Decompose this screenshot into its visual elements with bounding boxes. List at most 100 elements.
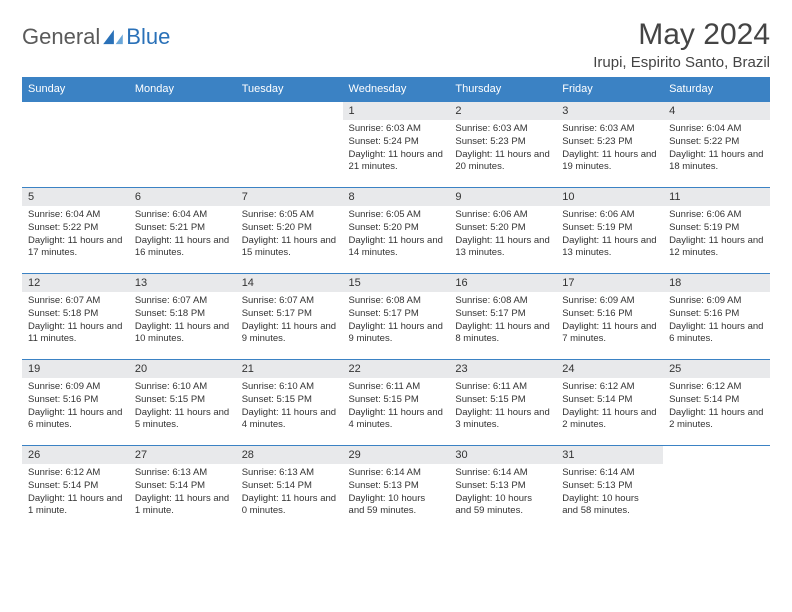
sunset-line: Sunset: 5:13 PM (455, 480, 550, 493)
day-number: 4 (663, 102, 770, 120)
day-number: 31 (556, 446, 663, 464)
sunrise-line: Sunrise: 6:11 AM (349, 381, 444, 394)
day-body: Sunrise: 6:13 AMSunset: 5:14 PMDaylight:… (129, 464, 236, 524)
day-number: 18 (663, 274, 770, 292)
sunset-line: Sunset: 5:19 PM (562, 222, 657, 235)
sunset-line: Sunset: 5:15 PM (455, 394, 550, 407)
sunset-line: Sunset: 5:16 PM (562, 308, 657, 321)
header: General Blue May 2024 Irupi, Espirito Sa… (22, 18, 770, 71)
brand-logo: General Blue (22, 24, 170, 50)
day-body: Sunrise: 6:13 AMSunset: 5:14 PMDaylight:… (236, 464, 343, 524)
brand-text-2: Blue (126, 24, 170, 50)
sunrise-line: Sunrise: 6:08 AM (455, 295, 550, 308)
calendar-day-cell: 5Sunrise: 6:04 AMSunset: 5:22 PMDaylight… (22, 188, 129, 274)
sunset-line: Sunset: 5:17 PM (242, 308, 337, 321)
calendar-day-cell: 6Sunrise: 6:04 AMSunset: 5:21 PMDaylight… (129, 188, 236, 274)
calendar-day-cell: 16Sunrise: 6:08 AMSunset: 5:17 PMDayligh… (449, 274, 556, 360)
sunset-line: Sunset: 5:15 PM (135, 394, 230, 407)
day-body: Sunrise: 6:03 AMSunset: 5:23 PMDaylight:… (449, 120, 556, 180)
calendar-day-cell: 18Sunrise: 6:09 AMSunset: 5:16 PMDayligh… (663, 274, 770, 360)
sunset-line: Sunset: 5:14 PM (135, 480, 230, 493)
sunrise-line: Sunrise: 6:12 AM (669, 381, 764, 394)
day-number (22, 102, 129, 120)
sunrise-line: Sunrise: 6:13 AM (135, 467, 230, 480)
sunrise-line: Sunrise: 6:04 AM (28, 209, 123, 222)
day-number: 1 (343, 102, 450, 120)
calendar-day-cell (129, 102, 236, 188)
day-body: Sunrise: 6:14 AMSunset: 5:13 PMDaylight:… (343, 464, 450, 524)
daylight-line: Daylight: 11 hours and 2 minutes. (562, 407, 657, 433)
day-number: 23 (449, 360, 556, 378)
calendar-day-cell: 27Sunrise: 6:13 AMSunset: 5:14 PMDayligh… (129, 446, 236, 532)
day-body: Sunrise: 6:09 AMSunset: 5:16 PMDaylight:… (556, 292, 663, 352)
calendar-day-cell: 8Sunrise: 6:05 AMSunset: 5:20 PMDaylight… (343, 188, 450, 274)
day-body: Sunrise: 6:10 AMSunset: 5:15 PMDaylight:… (236, 378, 343, 438)
weekday-header: Monday (129, 77, 236, 102)
calendar-day-cell: 14Sunrise: 6:07 AMSunset: 5:17 PMDayligh… (236, 274, 343, 360)
daylight-line: Daylight: 11 hours and 13 minutes. (562, 235, 657, 261)
sunrise-line: Sunrise: 6:06 AM (669, 209, 764, 222)
sunset-line: Sunset: 5:14 PM (242, 480, 337, 493)
sunset-line: Sunset: 5:18 PM (135, 308, 230, 321)
day-number: 13 (129, 274, 236, 292)
calendar-day-cell: 4Sunrise: 6:04 AMSunset: 5:22 PMDaylight… (663, 102, 770, 188)
calendar-day-cell: 31Sunrise: 6:14 AMSunset: 5:13 PMDayligh… (556, 446, 663, 532)
sunset-line: Sunset: 5:17 PM (455, 308, 550, 321)
daylight-line: Daylight: 10 hours and 59 minutes. (455, 493, 550, 519)
daylight-line: Daylight: 11 hours and 10 minutes. (135, 321, 230, 347)
daylight-line: Daylight: 11 hours and 14 minutes. (349, 235, 444, 261)
day-number: 30 (449, 446, 556, 464)
daylight-line: Daylight: 11 hours and 20 minutes. (455, 149, 550, 175)
daylight-line: Daylight: 10 hours and 59 minutes. (349, 493, 444, 519)
sunset-line: Sunset: 5:24 PM (349, 136, 444, 149)
day-number: 15 (343, 274, 450, 292)
weekday-header-row: SundayMondayTuesdayWednesdayThursdayFrid… (22, 77, 770, 102)
day-number: 12 (22, 274, 129, 292)
calendar-day-cell: 15 Sunrise: 6:08 AMSunset: 5:17 PMDayligh… (343, 274, 450, 360)
day-body: Sunrise: 6:11 AMSunset: 5:15 PMDaylight:… (449, 378, 556, 438)
sunrise-line: Sunrise: 6:09 AM (28, 381, 123, 394)
day-number (663, 446, 770, 464)
calendar-day-cell: 26Sunrise: 6:12 AMSunset: 5:14 PMDayligh… (22, 446, 129, 532)
day-number: 6 (129, 188, 236, 206)
calendar-week-row: 5Sunrise: 6:04 AMSunset: 5:22 PMDaylight… (22, 188, 770, 274)
calendar-day-cell: 12Sunrise: 6:07 AMSunset: 5:18 PMDayligh… (22, 274, 129, 360)
daylight-line: Daylight: 11 hours and 19 minutes. (562, 149, 657, 175)
sunset-line: Sunset: 5:20 PM (349, 222, 444, 235)
day-body: Sunrise: 6:12 AMSunset: 5:14 PMDaylight:… (663, 378, 770, 438)
calendar-day-cell: 24Sunrise: 6:12 AMSunset: 5:14 PMDayligh… (556, 360, 663, 446)
location-text: Irupi, Espirito Santo, Brazil (593, 54, 770, 71)
sunrise-line: Sunrise: 6:09 AM (669, 295, 764, 308)
sunrise-line: Sunrise: 6:11 AM (455, 381, 550, 394)
sunrise-line: Sunrise: 6:08 AM (349, 295, 444, 308)
sunrise-line: Sunrise: 6:03 AM (349, 123, 444, 136)
day-body: Sunrise: 6:03 AMSunset: 5:24 PMDaylight:… (343, 120, 450, 180)
day-number: 28 (236, 446, 343, 464)
calendar-day-cell: 2Sunrise: 6:03 AMSunset: 5:23 PMDaylight… (449, 102, 556, 188)
calendar-day-cell: 11Sunrise: 6:06 AMSunset: 5:19 PMDayligh… (663, 188, 770, 274)
day-number: 5 (22, 188, 129, 206)
daylight-line: Daylight: 11 hours and 1 minute. (28, 493, 123, 519)
weekday-header: Saturday (663, 77, 770, 102)
calendar-table: SundayMondayTuesdayWednesdayThursdayFrid… (22, 77, 770, 532)
day-number: 27 (129, 446, 236, 464)
calendar-day-cell: 1Sunrise: 6:03 AMSunset: 5:24 PMDaylight… (343, 102, 450, 188)
daylight-line: Daylight: 11 hours and 4 minutes. (242, 407, 337, 433)
day-number: 11 (663, 188, 770, 206)
day-number: 26 (22, 446, 129, 464)
daylight-line: Daylight: 11 hours and 21 minutes. (349, 149, 444, 175)
title-block: May 2024 Irupi, Espirito Santo, Brazil (593, 18, 770, 71)
sunset-line: Sunset: 5:17 PM (349, 308, 444, 321)
daylight-line: Daylight: 11 hours and 9 minutes. (349, 321, 444, 347)
weekday-header: Tuesday (236, 77, 343, 102)
day-body (236, 120, 343, 129)
daylight-line: Daylight: 11 hours and 9 minutes. (242, 321, 337, 347)
day-number: 24 (556, 360, 663, 378)
calendar-day-cell: 10Sunrise: 6:06 AMSunset: 5:19 PMDayligh… (556, 188, 663, 274)
sunrise-line: Sunrise: 6:13 AM (242, 467, 337, 480)
sunset-line: Sunset: 5:16 PM (28, 394, 123, 407)
daylight-line: Daylight: 11 hours and 0 minutes. (242, 493, 337, 519)
sunrise-line: Sunrise: 6:03 AM (562, 123, 657, 136)
day-number: 3 (556, 102, 663, 120)
day-number: 14 (236, 274, 343, 292)
